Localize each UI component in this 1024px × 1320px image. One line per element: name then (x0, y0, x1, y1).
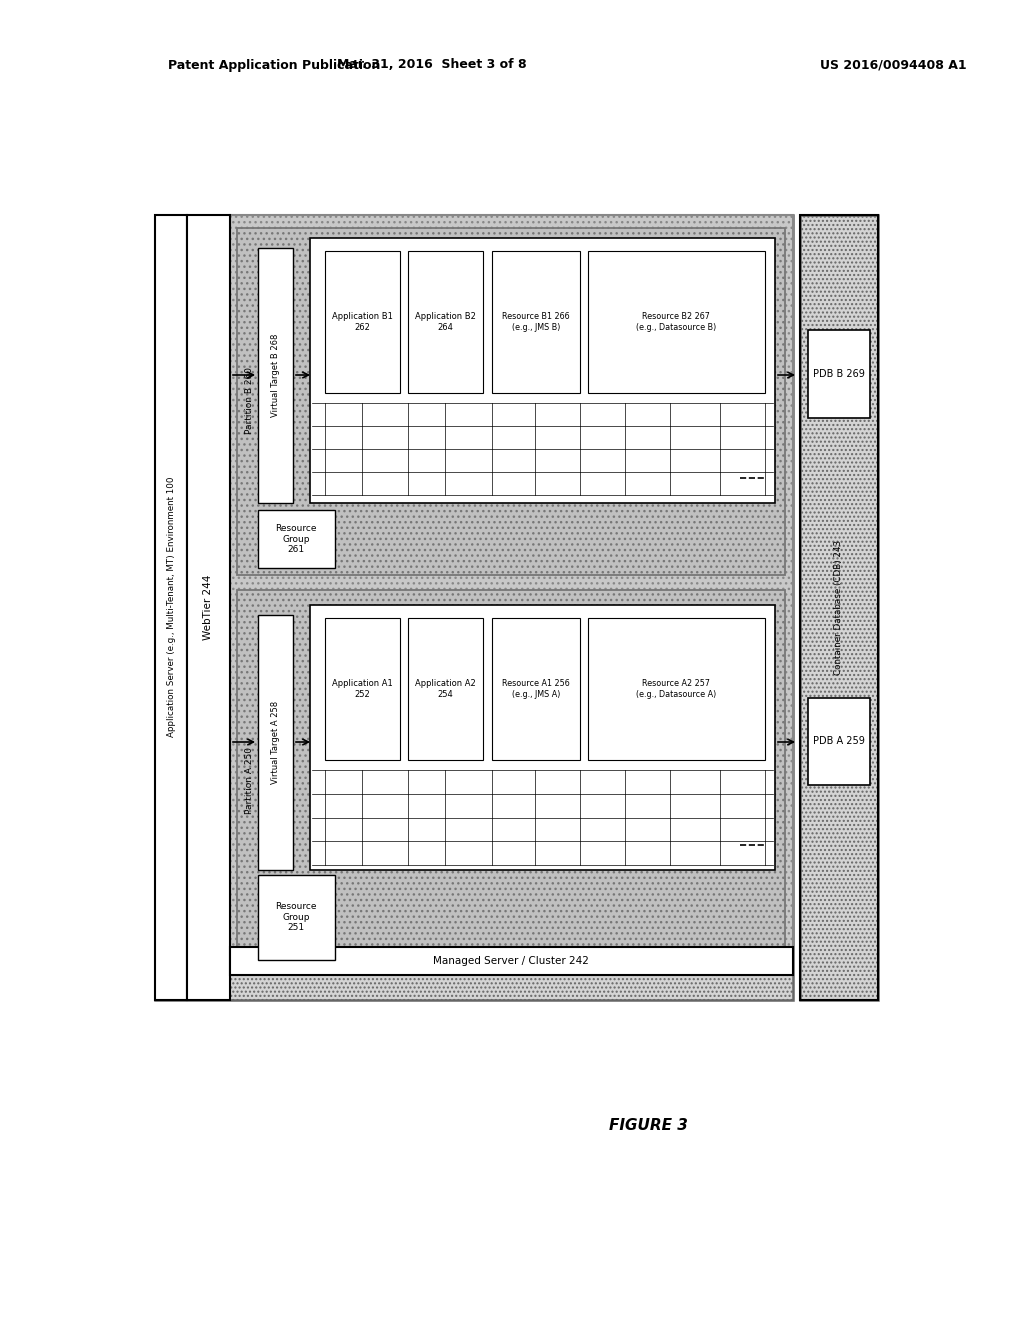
Text: Managed Server / Cluster 242: Managed Server / Cluster 242 (433, 956, 589, 966)
Text: Resource
Group
251: Resource Group 251 (275, 902, 316, 932)
Bar (155, 215, 187, 1001)
Text: PDB A 259: PDB A 259 (813, 737, 865, 746)
Text: Application A1
252: Application A1 252 (332, 680, 392, 698)
Text: PDB B 269: PDB B 269 (813, 370, 865, 379)
Text: Application B1
262: Application B1 262 (332, 313, 392, 331)
Bar (588, 618, 765, 760)
Text: US 2016/0094408 A1: US 2016/0094408 A1 (820, 58, 967, 71)
Text: Resource A2 257
(e.g., Datasource A): Resource A2 257 (e.g., Datasource A) (636, 680, 716, 698)
Text: Application Server (e.g., Multi-Tenant, MT) Environment 100: Application Server (e.g., Multi-Tenant, … (167, 477, 175, 738)
Text: Partition B 260: Partition B 260 (246, 367, 255, 434)
Text: Container Database (CDB) 243: Container Database (CDB) 243 (835, 540, 844, 675)
Bar (310, 238, 775, 503)
Bar (310, 605, 775, 870)
Text: Patent Application Publication: Patent Application Publication (168, 58, 380, 71)
Text: Resource B2 267
(e.g., Datasource B): Resource B2 267 (e.g., Datasource B) (636, 313, 716, 331)
Bar (408, 618, 483, 760)
Bar (187, 215, 230, 1001)
Bar (808, 698, 870, 785)
Bar (230, 946, 793, 975)
Text: Resource B1 266
(e.g., JMS B): Resource B1 266 (e.g., JMS B) (502, 313, 569, 331)
Bar (492, 618, 580, 760)
Bar (258, 248, 293, 503)
Bar (800, 215, 878, 1001)
Bar (258, 615, 293, 870)
Bar (325, 618, 400, 760)
Text: Virtual Target B 268: Virtual Target B 268 (270, 334, 280, 417)
Bar (258, 875, 335, 960)
Bar (258, 510, 335, 568)
Bar (408, 251, 483, 393)
Text: FIGURE 3: FIGURE 3 (608, 1118, 687, 1133)
Bar (237, 590, 785, 970)
Text: Virtual Target A 258: Virtual Target A 258 (270, 701, 280, 784)
Text: Mar. 31, 2016  Sheet 3 of 8: Mar. 31, 2016 Sheet 3 of 8 (337, 58, 526, 71)
Bar (230, 215, 793, 975)
Bar (800, 215, 878, 1001)
Bar (588, 251, 765, 393)
Bar (492, 251, 580, 393)
Bar (325, 251, 400, 393)
Text: Resource A1 256
(e.g., JMS A): Resource A1 256 (e.g., JMS A) (502, 680, 570, 698)
Bar (808, 330, 870, 418)
Text: Resource
Group
261: Resource Group 261 (275, 524, 316, 554)
Text: Application A2
254: Application A2 254 (415, 680, 475, 698)
Bar (237, 228, 785, 576)
Text: Application B2
264: Application B2 264 (415, 313, 475, 331)
Text: Partition A 250: Partition A 250 (246, 747, 255, 813)
Text: WebTier 244: WebTier 244 (203, 574, 213, 640)
Bar (155, 215, 793, 1001)
